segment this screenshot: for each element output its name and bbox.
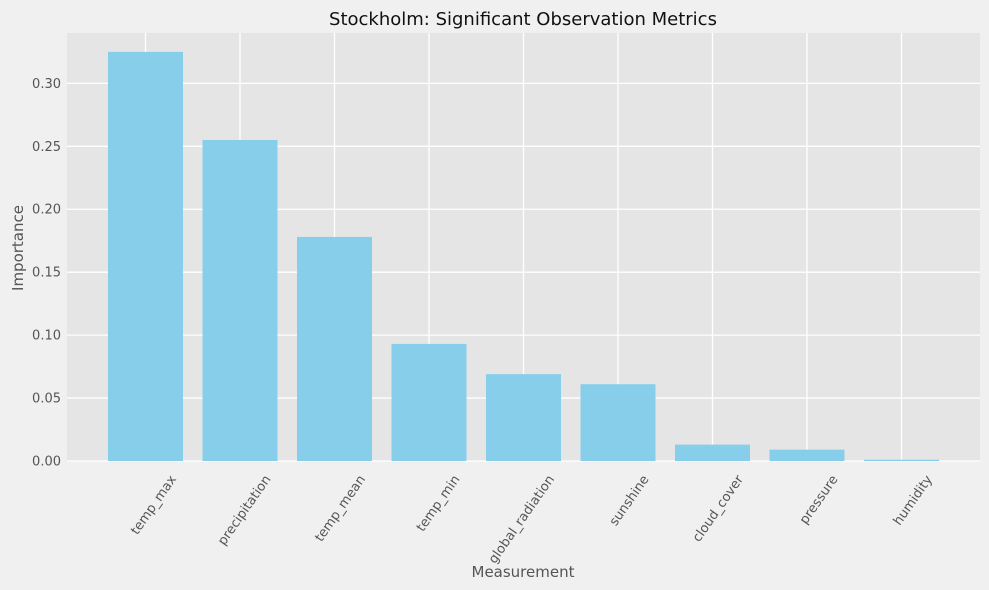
- chart-title: Stockholm: Significant Observation Metri…: [329, 9, 717, 30]
- y-tick-label: 0.30: [32, 77, 61, 92]
- x-tick-label: temp_mean: [312, 473, 369, 545]
- bar-precipitation: [202, 140, 278, 461]
- bar-pressure: [769, 449, 845, 461]
- x-tick-label: humidity: [891, 472, 936, 528]
- x-tick-label: global_radiation: [486, 473, 558, 567]
- x-tick-label: sunshine: [607, 473, 653, 529]
- x-tick-label: temp_max: [128, 472, 180, 537]
- y-tick-label: 0.10: [32, 329, 61, 344]
- x-tick-labels: temp_max precipitation temp_mean temp_min gl…: [128, 472, 936, 566]
- y-tick-label: 0.15: [32, 266, 61, 281]
- x-tick-label: pressure: [797, 473, 841, 528]
- y-axis-title: Importance: [9, 205, 27, 291]
- bar-temp-max: [108, 51, 183, 461]
- x-tick-label: cloud_cover: [690, 472, 747, 545]
- bar-temp-mean: [297, 236, 372, 461]
- x-tick-label: temp_min: [414, 473, 464, 535]
- bar-sunshine: [580, 384, 656, 461]
- bar-temp-min: [391, 343, 467, 461]
- bars: [108, 51, 939, 461]
- y-tick-label: 0.00: [32, 455, 61, 470]
- y-tick-label: 0.20: [32, 203, 61, 218]
- x-axis-title: Measurement: [472, 563, 575, 581]
- bar-cloud-cover: [675, 444, 750, 461]
- y-tick-label: 0.05: [32, 392, 61, 407]
- y-tick-labels: 0.00 0.05 0.10 0.15 0.20 0.25 0.30: [32, 77, 61, 470]
- x-tick-label: precipitation: [215, 473, 274, 549]
- bar-global-radiation: [486, 374, 561, 461]
- bar-humidity: [864, 459, 939, 461]
- y-tick-label: 0.25: [32, 140, 61, 155]
